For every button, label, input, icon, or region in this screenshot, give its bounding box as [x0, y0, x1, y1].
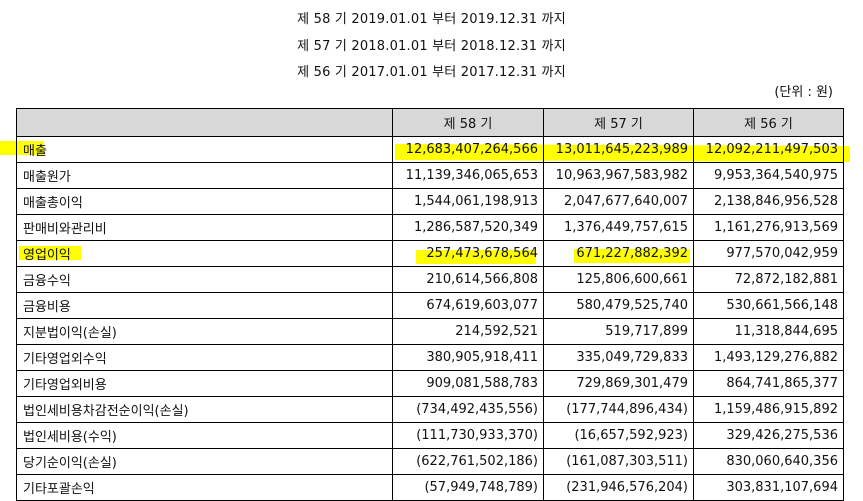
- table-row: 판매비와관리비 1,286,587,520,349 1,376,449,757,61…: [16, 214, 844, 241]
- header-period-56: 제 56 기: [693, 108, 844, 137]
- cell-56: 977,570,042,959: [693, 240, 844, 267]
- row-label: 기타영업외수익: [16, 344, 393, 371]
- header-period-58: 제 58 기: [392, 108, 544, 137]
- cell-56: 9,953,364,540,975: [693, 162, 844, 189]
- row-label: 영업이익: [16, 240, 393, 267]
- header-account: [16, 108, 393, 137]
- cell-58: 380,905,918,411: [392, 344, 544, 371]
- cell-58: 214,592,521: [392, 318, 544, 345]
- table-row: 금융수익 210,614,566,808 125,806,600,661 72,872…: [16, 266, 844, 293]
- cell-56: 1,493,129,276,882: [693, 344, 844, 371]
- cell-58: 674,619,603,077: [392, 292, 544, 319]
- cell-57: 335,049,729,833: [543, 344, 694, 371]
- table-row: 기타영업외수익 380,905,918,411 335,049,729,833 1,4…: [16, 344, 844, 371]
- table-row: 법인세비용차감전순이익(손실) (734,492,435,556) (177,744…: [16, 396, 844, 423]
- cell-57: (161,087,303,511): [543, 448, 694, 475]
- cell-56: 830,060,640,356: [693, 448, 844, 475]
- income-statement-table: 제 58 기 제 57 기 제 56 기 매출 12,683,407,264,56…: [16, 108, 844, 501]
- cell-57: 13,011,645,223,989: [543, 136, 694, 163]
- cell-56: 72,872,182,881: [693, 266, 844, 293]
- table-row: 매출원가 11,139,346,065,653 10,963,967,583,982…: [16, 162, 844, 189]
- row-label: 법인세비용차감전순이익(손실): [16, 396, 393, 423]
- table-row: 법인세비용(수익) (111,730,933,370) (16,657,592,92…: [16, 422, 844, 449]
- cell-57: (177,744,896,434): [543, 396, 694, 423]
- cell-57: 671,227,882,392: [543, 240, 694, 267]
- row-label: 매출: [16, 136, 393, 163]
- row-label: 판매비와관리비: [16, 214, 393, 241]
- row-label: 금융수익: [16, 266, 393, 293]
- period-line-58: 제 58 기 2019.01.01 부터 2019.12.31 까지: [297, 12, 566, 27]
- table-row: 영업이익 257,473,678,564 671,227,882,392 977,57…: [16, 240, 844, 267]
- table-row: 기타영업외비용 909,081,588,783 729,869,301,479 864…: [16, 370, 844, 397]
- cell-58: 210,614,566,808: [392, 266, 544, 293]
- row-label: 매출원가: [16, 162, 393, 189]
- cell-57: 729,869,301,479: [543, 370, 694, 397]
- header-period-57: 제 57 기: [543, 108, 694, 137]
- cell-58: 257,473,678,564: [392, 240, 544, 267]
- cell-58: (111,730,933,370): [392, 422, 544, 449]
- cell-57: 580,479,525,740: [543, 292, 694, 319]
- cell-58: 12,683,407,264,566: [392, 136, 544, 163]
- cell-58: (57,949,748,789): [392, 474, 544, 501]
- period-line-57: 제 57 기 2018.01.01 부터 2018.12.31 까지: [297, 39, 566, 54]
- table-row: 지분법이익(손실) 214,592,521 519,717,899 11,318,84…: [16, 318, 844, 345]
- cell-57: 1,376,449,757,615: [543, 214, 694, 241]
- cell-58: (734,492,435,556): [392, 396, 544, 423]
- cell-56: 1,161,276,913,569: [693, 214, 844, 241]
- table-row: 당기순이익(손실) (622,761,502,186) (161,087,303,5…: [16, 448, 844, 475]
- cell-57: 2,047,677,640,007: [543, 188, 694, 215]
- cell-58: (622,761,502,186): [392, 448, 544, 475]
- table-row: 기타포괄손익 (57,949,748,789) (231,946,576,204) 3…: [16, 474, 844, 501]
- cell-57: 519,717,899: [543, 318, 694, 345]
- cell-57: 125,806,600,661: [543, 266, 694, 293]
- row-label: 금융비용: [16, 292, 393, 319]
- row-label: 지분법이익(손실): [16, 318, 393, 345]
- cell-56: 864,741,865,377: [693, 370, 844, 397]
- row-label: 당기순이익(손실): [16, 448, 393, 475]
- row-label: 기타영업외비용: [16, 370, 393, 397]
- cell-56: 11,318,844,695: [693, 318, 844, 345]
- cell-56: 2,138,846,956,528: [693, 188, 844, 215]
- cell-57: 10,963,967,583,982: [543, 162, 694, 189]
- cell-58: 1,544,061,198,913: [392, 188, 544, 215]
- row-label: 매출총이익: [16, 188, 393, 215]
- cell-56: 1,159,486,915,892: [693, 396, 844, 423]
- cell-58: 909,081,588,783: [392, 370, 544, 397]
- row-label: 법인세비용(수익): [16, 422, 393, 449]
- cell-56: 329,426,275,536: [693, 422, 844, 449]
- row-label: 기타포괄손익: [16, 474, 393, 501]
- table-header-row: 제 58 기 제 57 기 제 56 기: [16, 108, 844, 137]
- cell-57: (16,657,592,923): [543, 422, 694, 449]
- table-row: 금융비용 674,619,603,077 580,479,525,740 530,66…: [16, 292, 844, 319]
- cell-57: (231,946,576,204): [543, 474, 694, 501]
- period-line-56: 제 56 기 2017.01.01 부터 2017.12.31 까지: [297, 65, 566, 80]
- cell-56: 530,661,566,148: [693, 292, 844, 319]
- unit-label: (단위 : 원): [774, 85, 833, 100]
- cell-58: 1,286,587,520,349: [392, 214, 544, 241]
- table-row: 매출총이익 1,544,061,198,913 2,047,677,640,007 2…: [16, 188, 844, 215]
- cell-56: 12,092,211,497,503: [693, 136, 844, 163]
- table-row: 매출 12,683,407,264,566 13,011,645,223,989 12…: [16, 136, 844, 163]
- cell-56: 303,831,107,694: [693, 474, 844, 501]
- cell-58: 11,139,346,065,653: [392, 162, 544, 189]
